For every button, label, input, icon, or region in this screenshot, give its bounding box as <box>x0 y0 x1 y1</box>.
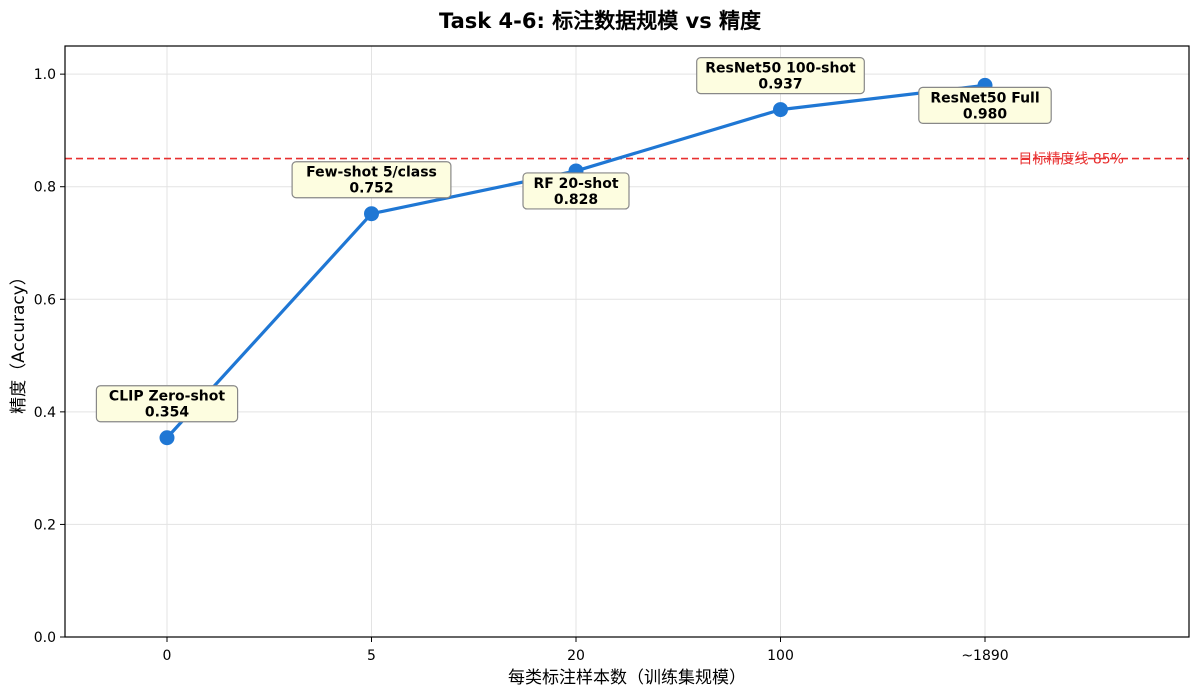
x-tick-label: 20 <box>567 648 585 664</box>
y-tick-label: 0.4 <box>34 405 56 421</box>
annotation-value: 0.752 <box>349 181 393 197</box>
annotation-background <box>522 172 630 210</box>
x-tick-label: ~1890 <box>961 648 1008 664</box>
annotation-value: 0.937 <box>758 77 802 93</box>
x-tick-label: 0 <box>163 648 172 664</box>
x-axis-title: 每类标注样本数（训练集规模） <box>508 668 746 688</box>
annotation-background <box>918 86 1052 125</box>
plot-layer: 目标精度线 85% 0 5 20 100 ~1890 0.0 0.2 0.4 0.6 0.8 1.0 C… <box>34 45 1190 664</box>
data-point <box>159 430 175 446</box>
x-tick-label: 5 <box>367 648 376 664</box>
annotation-label: RF 20-shot <box>533 176 618 192</box>
annotation-label: Few-shot 5/class <box>306 165 437 181</box>
y-axis-title: 精度（Accuracy） <box>9 268 29 414</box>
y-tick-label: 0.0 <box>34 630 56 646</box>
annotation-value: 0.980 <box>963 106 1008 122</box>
target-reference-label: 目标精度线 85% <box>1018 152 1124 168</box>
chart-title: Task 4-6: 标注数据规模 vs 精度 <box>439 9 761 33</box>
data-point <box>364 206 379 222</box>
y-tick-label: 0.6 <box>34 292 56 308</box>
data-point <box>773 102 788 118</box>
annotation-background <box>95 385 239 423</box>
plot-frame <box>64 45 1190 638</box>
y-tick-label: 0.2 <box>34 517 56 533</box>
y-tick-label: 1.0 <box>34 67 56 83</box>
annotation-label: CLIP Zero-shot <box>109 389 225 405</box>
annotation-value: 0.354 <box>145 405 190 421</box>
annotation-background <box>291 161 452 199</box>
x-tick-label: 100 <box>767 648 794 664</box>
annotation-label: ResNet50 100-shot <box>705 61 856 77</box>
y-tick-label: 0.8 <box>34 180 56 196</box>
annotation-value: 0.828 <box>554 192 598 208</box>
annotation-background <box>696 57 865 95</box>
annotation-label: ResNet50 Full <box>930 90 1039 106</box>
